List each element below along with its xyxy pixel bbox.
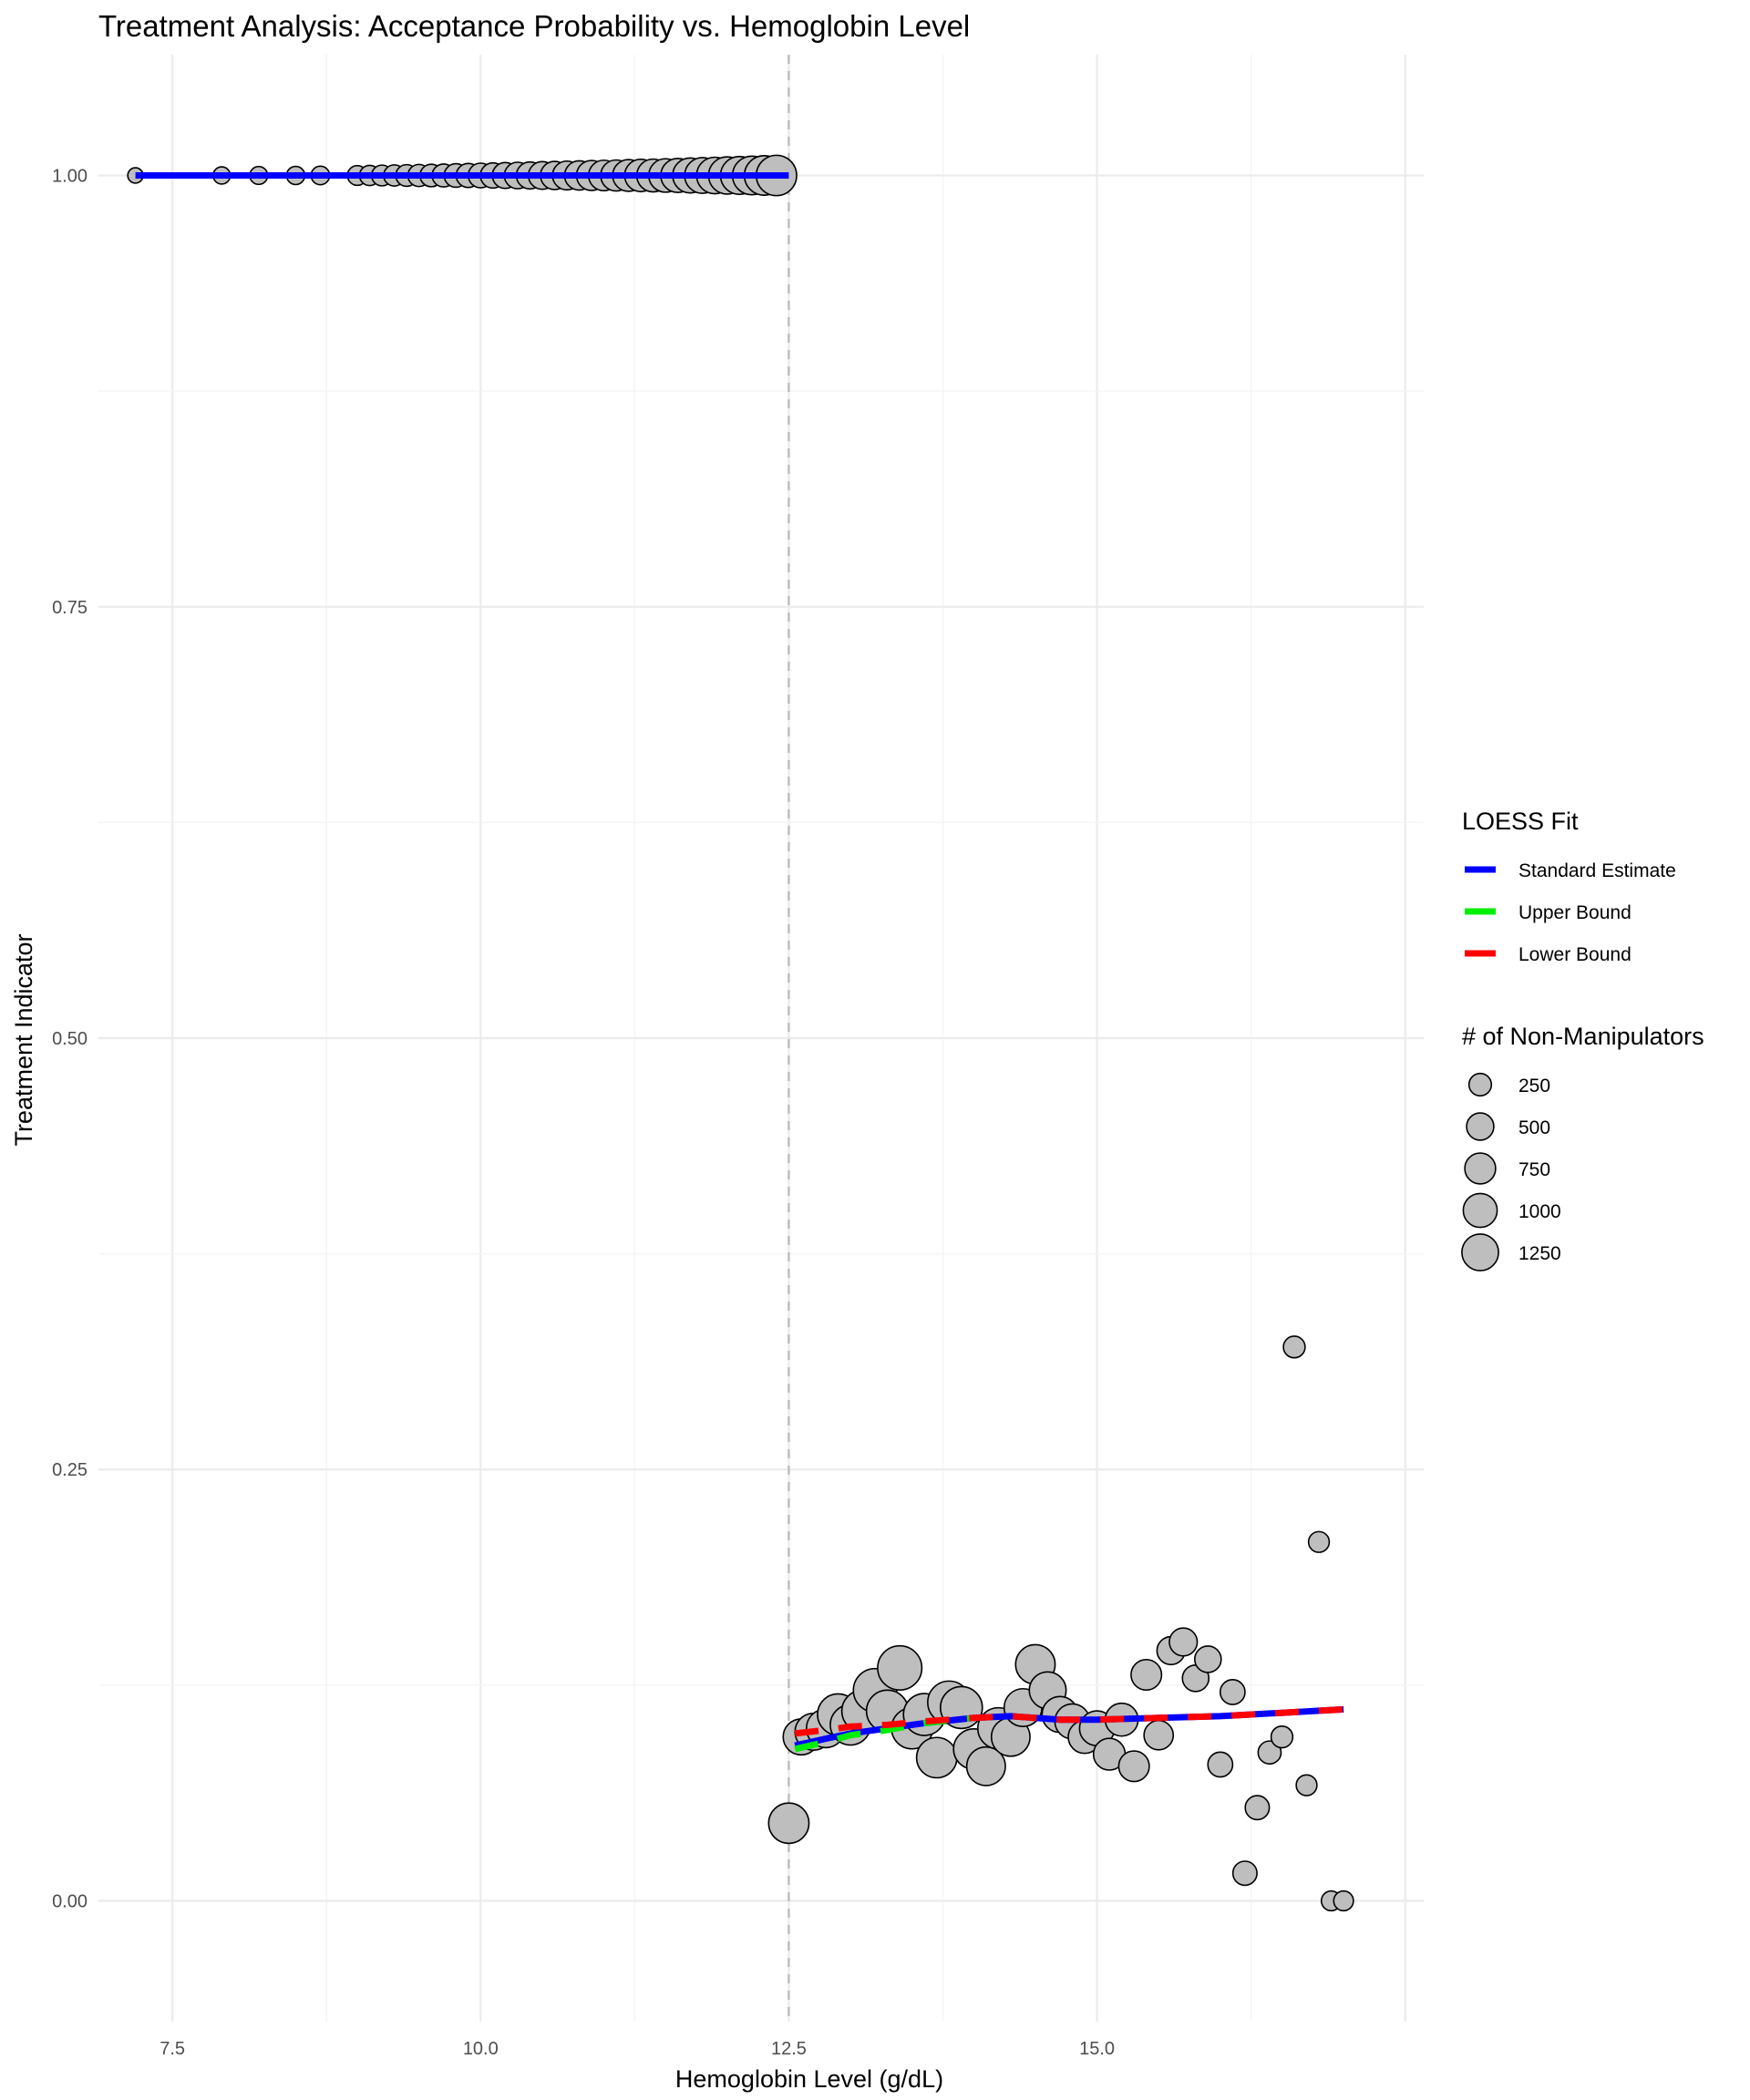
- data-point-right: [877, 1644, 923, 1691]
- data-point-right: [1130, 1658, 1163, 1692]
- legend-item-standard-estimate: Standard Estimate: [1465, 860, 1676, 881]
- data-point-right: [1207, 1751, 1234, 1778]
- legend-label: Standard Estimate: [1518, 860, 1676, 881]
- x-tick-label: 15.0: [1079, 2039, 1115, 2059]
- chart-title: Treatment Analysis: Acceptance Probabili…: [98, 9, 970, 43]
- data-point-right: [1244, 1795, 1271, 1821]
- legend-color-title: LOESS Fit: [1462, 808, 1579, 835]
- data-point-right: [1219, 1679, 1246, 1705]
- x-axis-title: Hemoglobin Level (g/dL): [675, 2065, 943, 2093]
- legend-size-label: 250: [1518, 1076, 1550, 1096]
- y-tick-label: 0.75: [52, 598, 88, 618]
- legend-size-title: # of Non-Manipulators: [1462, 1023, 1704, 1050]
- data-point-right: [1307, 1530, 1331, 1553]
- data-point-right: [1333, 1889, 1354, 1912]
- loess-line-lower-bound: [794, 1705, 1344, 1737]
- data-point-right: [1295, 1774, 1318, 1796]
- legend-size-label: 750: [1518, 1159, 1550, 1180]
- legend-size-swatch: [1464, 1152, 1497, 1185]
- data-point-right: [1117, 1750, 1150, 1783]
- legend-size-item: 250: [1467, 1072, 1550, 1097]
- legend: LOESS Fit Standard Estimate Upper Bound Low…: [1461, 808, 1704, 1271]
- legend-label: Lower Bound: [1518, 944, 1632, 965]
- legend-item-lower-bound: Lower Bound: [1465, 944, 1632, 965]
- y-tick-label: 0.00: [52, 1891, 88, 1911]
- data-point-right: [915, 1736, 958, 1779]
- x-tick-label: 12.5: [771, 2039, 807, 2059]
- legend-size-item: 500: [1466, 1112, 1550, 1141]
- legend-size-item: 1250: [1461, 1233, 1561, 1271]
- axis-layer: 7.5 10.0 12.5 15.0 0.00 0.25 0.50 0.75 1.00: [52, 167, 1115, 2059]
- legend-size-swatch: [1461, 1233, 1499, 1271]
- data-point-right: [767, 1802, 810, 1845]
- data-point-right: [1270, 1724, 1294, 1749]
- data-point-right: [1282, 1335, 1306, 1359]
- legend-size-swatch: [1466, 1112, 1495, 1141]
- loess-lines-layer: [135, 172, 1344, 1753]
- data-point-right: [1143, 1719, 1175, 1751]
- data-point-right: [1257, 1740, 1282, 1765]
- data-point-right: [1194, 1645, 1222, 1673]
- legend-size-item: 750: [1464, 1152, 1550, 1185]
- grid-layer: [98, 55, 1424, 2022]
- y-tick-label: 1.00: [52, 167, 88, 187]
- data-point-right: [965, 1745, 1006, 1786]
- legend-size-label: 1000: [1518, 1201, 1561, 1222]
- legend-size-swatch: [1467, 1072, 1493, 1097]
- legend-size-label: 500: [1518, 1117, 1550, 1138]
- legend-item-upper-bound: Upper Bound: [1465, 902, 1632, 923]
- data-point-right: [1168, 1627, 1199, 1657]
- legend-size-item: 1000: [1462, 1192, 1561, 1229]
- legend-label: Upper Bound: [1518, 902, 1632, 923]
- x-tick-label: 10.0: [463, 2039, 499, 2059]
- y-tick-label: 0.25: [52, 1460, 88, 1480]
- y-axis-title: Treatment Indicator: [10, 933, 37, 1146]
- data-point-right: [1231, 1860, 1258, 1887]
- legend-size-swatch: [1462, 1192, 1498, 1229]
- legend-size-label: 1250: [1518, 1243, 1561, 1264]
- y-tick-label: 0.50: [52, 1029, 88, 1049]
- points-layer: [127, 154, 1354, 1912]
- x-tick-label: 7.5: [160, 2039, 185, 2059]
